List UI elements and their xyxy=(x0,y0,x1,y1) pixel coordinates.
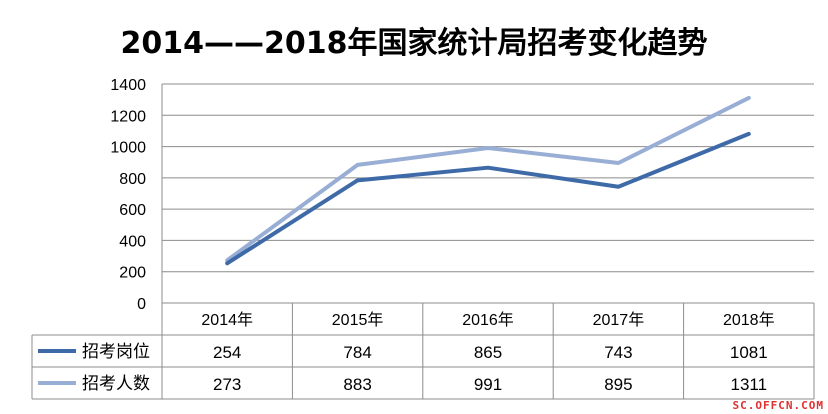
y-tick-label: 1200 xyxy=(110,108,146,125)
table-value: 883 xyxy=(343,375,371,394)
x-category-label: 2014年 xyxy=(201,311,253,329)
y-tick-label: 1000 xyxy=(110,140,146,157)
table-value: 865 xyxy=(474,343,502,362)
table-value: 1311 xyxy=(731,375,768,394)
series-line-1 xyxy=(225,131,751,266)
x-category-label: 2016年 xyxy=(462,311,514,329)
chart-title: 2014——2018年国家统计局招考变化趋势 xyxy=(120,26,708,61)
series-line-2 xyxy=(225,95,751,263)
y-tick-label: 1400 xyxy=(110,77,146,94)
y-tick-label: 0 xyxy=(137,296,146,313)
table-value: 1081 xyxy=(730,343,768,362)
legend-label: 招考人数 xyxy=(82,374,150,393)
legend-label: 招考岗位 xyxy=(82,342,150,361)
table-value: 273 xyxy=(213,375,241,394)
table-value: 991 xyxy=(474,375,502,394)
y-tick-label: 400 xyxy=(119,233,146,250)
x-category-label: 2017年 xyxy=(593,311,645,329)
y-tick-label: 200 xyxy=(119,265,146,282)
x-category-label: 2018年 xyxy=(723,311,775,329)
table-value: 254 xyxy=(213,343,241,362)
table-value: 784 xyxy=(343,343,371,362)
x-category-label: 2015年 xyxy=(332,311,384,329)
watermark: SC.OFFCN.COM xyxy=(732,399,824,412)
y-tick-label: 800 xyxy=(119,171,146,188)
table-value: 895 xyxy=(604,375,632,394)
table-value: 743 xyxy=(604,343,632,362)
y-tick-label: 600 xyxy=(119,202,146,219)
